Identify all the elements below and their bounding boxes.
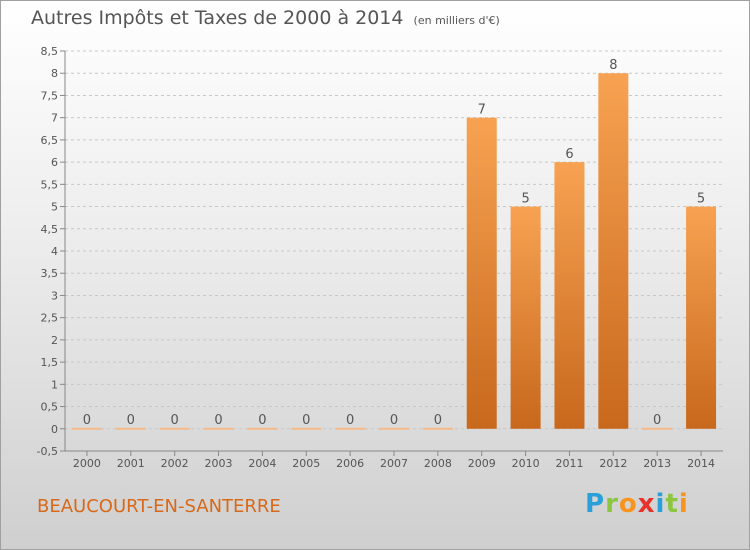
- y-tick-label: 5,5: [41, 178, 59, 191]
- data-label: 0: [171, 413, 179, 428]
- bars: [71, 73, 717, 430]
- data-label: 0: [127, 413, 135, 428]
- y-tick-label: 6: [51, 156, 58, 169]
- y-tick-label: 5: [51, 201, 58, 214]
- bar: [115, 427, 146, 430]
- x-tick-label: 2011: [555, 457, 583, 470]
- x-tick-label: 2002: [161, 457, 189, 470]
- logo-letter: t: [665, 489, 679, 519]
- x-tick-label: 2007: [380, 457, 408, 470]
- data-label: 0: [258, 413, 266, 428]
- y-tick-label: 7: [51, 112, 58, 125]
- y-tick-label: -0,5: [37, 445, 58, 458]
- x-tick-label: 2012: [599, 457, 627, 470]
- bar: [159, 427, 190, 430]
- y-tick-label: 3,5: [41, 267, 59, 280]
- commune-name: BEAUCOURT-EN-SANTERRE: [37, 496, 281, 517]
- bar: [71, 427, 102, 430]
- bar: [203, 427, 234, 430]
- bar: [379, 427, 409, 430]
- bar: [642, 427, 673, 430]
- logo-letter: i: [655, 489, 666, 519]
- y-tick-label: 4,5: [41, 223, 59, 236]
- y-tick-label: 2,5: [41, 312, 59, 325]
- x-tick-label: 2004: [248, 457, 276, 470]
- chart-title-unit: (en milliers d'€): [413, 14, 500, 27]
- axes: [60, 50, 723, 456]
- labels: -0,5 0 0,5 1 1,5 2 2,5 3 3,5 4 4,5 5 5,5 6 6,5 7 7,5 8 8,5…: [37, 45, 716, 470]
- x-tick-label: 2008: [424, 457, 452, 470]
- chart-title-text: Autres Impôts et Taxes de 2000 à 2014: [31, 7, 404, 29]
- data-label: 0: [434, 413, 442, 428]
- bar: [686, 206, 717, 429]
- chart-title: Autres Impôts et Taxes de 2000 à 2014 (e…: [31, 7, 500, 29]
- bar: [554, 162, 585, 429]
- y-tick-label: 7,5: [41, 89, 59, 102]
- y-tick-label: 1,5: [41, 356, 59, 369]
- bar: [335, 427, 366, 430]
- x-tick-label: 2009: [468, 457, 496, 470]
- y-tick-label: 0: [51, 423, 58, 436]
- x-tick-label: 2006: [336, 457, 364, 470]
- logo-letter: o: [618, 489, 638, 519]
- y-tick-label: 8,5: [41, 45, 59, 58]
- data-label: 0: [302, 413, 310, 428]
- data-label: 8: [609, 58, 617, 73]
- x-tick-label: 2014: [687, 457, 715, 470]
- data-label: 5: [697, 192, 705, 207]
- data-label: 7: [478, 103, 486, 118]
- bar: [291, 427, 322, 430]
- y-tick-label: 3: [51, 289, 58, 302]
- y-tick-label: 0,5: [41, 401, 59, 414]
- bar: [466, 117, 497, 429]
- bar: [422, 427, 453, 430]
- x-tick-label: 2000: [73, 457, 101, 470]
- y-tick-label: 6,5: [41, 134, 59, 147]
- data-label: 0: [390, 413, 398, 428]
- x-tick-label: 2001: [117, 457, 145, 470]
- bar: [510, 206, 541, 429]
- y-tick-label: 2: [51, 334, 58, 347]
- logo-letter: x: [637, 489, 656, 519]
- y-tick-label: 1: [51, 378, 58, 391]
- data-label: 0: [214, 413, 222, 428]
- y-tick-label: 4: [51, 245, 58, 258]
- x-tick-label: 2010: [512, 457, 540, 470]
- data-label: 0: [346, 413, 354, 428]
- bar: [598, 73, 629, 429]
- data-label: 5: [521, 192, 529, 207]
- data-label: 0: [653, 413, 661, 428]
- logo-letter: P: [585, 489, 606, 519]
- bar: [247, 427, 278, 430]
- logo-letter: r: [605, 489, 619, 519]
- data-label: 6: [565, 147, 573, 162]
- x-tick-label: 2003: [205, 457, 233, 470]
- x-tick-label: 2013: [643, 457, 671, 470]
- proxiti-logo: Proxiti: [585, 489, 689, 519]
- x-tick-label: 2005: [292, 457, 320, 470]
- data-label: 0: [83, 413, 91, 428]
- y-tick-label: 8: [51, 67, 58, 80]
- logo-letter: i: [678, 489, 689, 519]
